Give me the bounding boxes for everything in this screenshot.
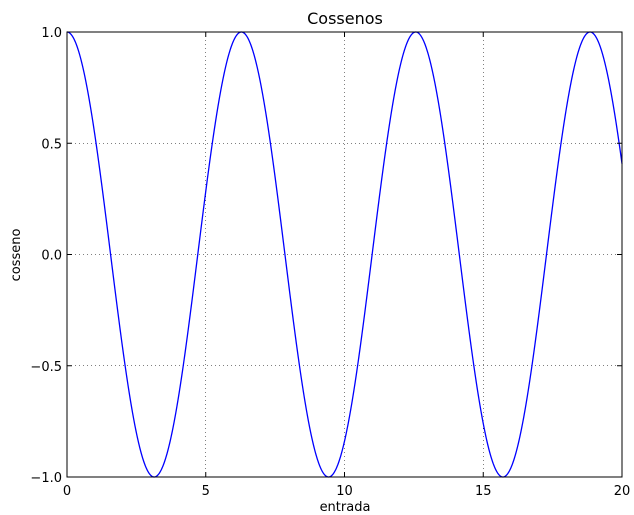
x-tick-label-2: 10	[336, 484, 353, 499]
y-axis-label: cosseno	[9, 229, 24, 282]
y-tick-label-2: 0.0	[41, 249, 62, 264]
chart-title: Cossenos	[307, 9, 383, 28]
grid	[67, 32, 622, 477]
tick-labels: 0 5 10 15 20 −1.0 −0.5 0.0 0.5 1.0	[30, 26, 630, 499]
y-tick-label-1: −0.5	[30, 360, 62, 375]
x-tick-label-4: 20	[614, 484, 631, 499]
x-axis-label: entrada	[320, 500, 371, 515]
x-tick-label-1: 5	[202, 484, 210, 499]
x-tick-label-3: 15	[475, 484, 492, 499]
x-tick-label-0: 0	[63, 484, 71, 499]
series-layer	[66, 31, 623, 478]
y-tick-label-0: −1.0	[30, 471, 62, 486]
y-tick-label-4: 1.0	[41, 26, 62, 41]
y-tick-label-3: 0.5	[41, 137, 62, 152]
ticks	[66, 31, 623, 478]
series-line-0	[66, 31, 623, 478]
